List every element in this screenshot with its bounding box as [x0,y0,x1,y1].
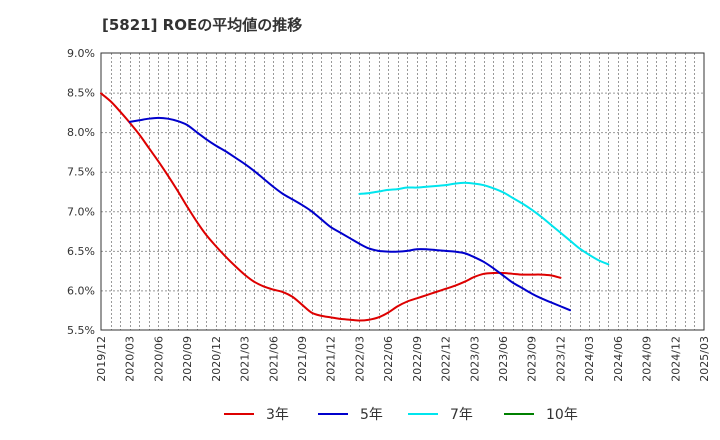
x-tick-label: 2019/12 [95,336,108,382]
plot-frame [100,52,705,331]
x-tick-label: 2025/03 [698,336,711,382]
x-axis-tick-labels: 2019/12 2020/03 2020/06 2020/09 2020/12 2021/… [95,336,711,382]
plot-area-background [101,53,704,330]
x-tick-label: 2024/12 [669,336,682,382]
x-tick-label: 2022/06 [382,336,395,382]
series-line-3年 [100,92,562,322]
legend-label: 7年 [450,407,473,423]
x-tick-label: 2021/09 [296,336,309,382]
y-tick-label: 8.0% [67,126,95,139]
x-tick-label: 2022/03 [353,336,366,382]
x-tick-label: 2021/12 [325,336,338,382]
x-tick-label: 2021/03 [239,336,252,382]
x-tick-label: 2024/03 [583,336,596,382]
x-tick-label: 2023/09 [526,336,539,382]
x-tick-label: 2024/06 [612,336,625,382]
legend-label: 10年 [546,407,578,423]
legend-label: 3年 [266,407,289,423]
legend: 3年 5年 7年 10年 [224,407,578,423]
y-tick-label: 7.0% [67,205,95,218]
x-tick-label: 2020/12 [210,336,223,382]
x-tick-label: 2020/03 [124,336,137,382]
series-line-5年 [128,116,571,312]
series-line-7年 [358,181,610,266]
x-tick-label: 2022/09 [411,336,424,382]
x-tick-label: 2021/06 [267,336,280,382]
chart-title: [5821] ROEの平均値の推移 [102,16,303,34]
legend-label: 5年 [360,407,383,423]
y-tick-label: 7.5% [67,166,95,179]
y-tick-label: 9.0% [67,47,95,60]
x-tick-label: 2023/06 [497,336,510,382]
y-tick-label: 8.5% [67,87,95,100]
horizontal-gridlines [101,92,704,292]
y-tick-label: 5.5% [67,324,95,337]
series-lines [100,92,610,322]
x-tick-label: 2023/03 [468,336,481,382]
y-axis-tick-labels: 9.0% 8.5% 8.0% 7.5% 7.0% 6.5% 6.0% 5.5% [67,47,95,337]
x-tick-label: 2020/06 [152,336,165,382]
x-tick-label: 2024/09 [641,336,654,382]
x-tick-label: 2020/09 [181,336,194,382]
x-tick-label: 2022/12 [440,336,453,382]
y-tick-label: 6.5% [67,245,95,258]
y-tick-label: 6.0% [67,284,95,297]
x-tick-label: 2023/12 [554,336,567,382]
